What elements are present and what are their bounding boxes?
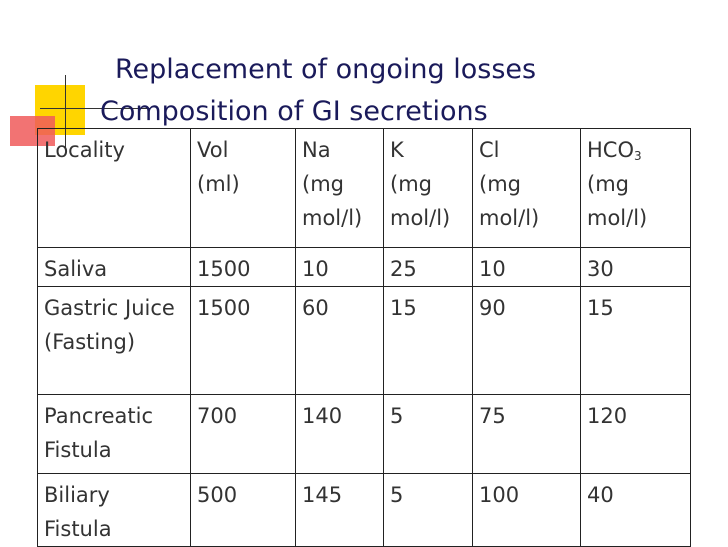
value-cell: 10	[295, 247, 384, 287]
table-row: Pancreatic Fistula 700 140 5 75 120	[37, 394, 691, 474]
value-cell: 100	[472, 473, 581, 547]
header-cell: Vol (ml)	[190, 128, 296, 248]
header-name: Cl	[479, 138, 500, 162]
value-cell: 60	[295, 286, 384, 395]
header-cell: Cl (mg mol/l)	[472, 128, 581, 248]
value-cell: 25	[383, 247, 473, 287]
table-row: Biliary Fistula 500 145 5 100 40	[37, 473, 691, 547]
value-cell: 500	[190, 473, 296, 547]
locality-cell: Biliary Fistula	[37, 473, 191, 547]
value-cell: 75	[472, 394, 581, 474]
table-row: Saliva 1500 10 25 10 30	[37, 247, 691, 287]
title-line: Composition of GI secretions	[100, 96, 488, 127]
locality-cell: Saliva	[37, 247, 191, 287]
vertical-rule	[65, 75, 66, 150]
header-unit: (mg mol/l)	[390, 172, 451, 230]
header-name: Vol	[197, 138, 229, 162]
value-cell: 30	[580, 247, 691, 287]
secretion-table: Locality Vol (ml) Na (mg mol/l) K (mg mol/l) Cl…	[37, 128, 691, 547]
header-unit: (mg mol/l)	[479, 172, 540, 230]
header-cell: K (mg mol/l)	[383, 128, 473, 248]
value-cell: 5	[383, 473, 473, 547]
header-unit: (ml)	[197, 172, 240, 196]
value-cell: 90	[472, 286, 581, 395]
value-cell: 700	[190, 394, 296, 474]
value-cell: 120	[580, 394, 691, 474]
header-name: K	[390, 138, 404, 162]
value-cell: 1500	[190, 286, 296, 395]
value-cell: 15	[383, 286, 473, 395]
locality-cell: Gastric Juice (Fasting)	[37, 286, 191, 395]
header-cell: Locality	[37, 128, 191, 248]
header-name: HCO	[587, 138, 634, 162]
horizontal-rule	[40, 108, 150, 109]
header-subscript: 3	[633, 149, 642, 163]
title-line: Replacement of ongoing losses	[115, 54, 537, 85]
table-row: Gastric Juice (Fasting) 1500 60 15 90 15	[37, 286, 691, 395]
header-unit: (mg mol/l)	[587, 172, 648, 230]
value-cell: 5	[383, 394, 473, 474]
header-cell: Na (mg mol/l)	[295, 128, 384, 248]
value-cell: 145	[295, 473, 384, 547]
value-cell: 15	[580, 286, 691, 395]
header-cell: HCO3 (mg mol/l)	[580, 128, 691, 248]
header-name: Locality	[44, 138, 125, 162]
header-unit: (mg mol/l)	[302, 172, 363, 230]
value-cell: 10	[472, 247, 581, 287]
value-cell: 1500	[190, 247, 296, 287]
value-cell: 140	[295, 394, 384, 474]
header-name: Na	[302, 138, 331, 162]
locality-cell: Pancreatic Fistula	[37, 394, 191, 474]
header-row: Locality Vol (ml) Na (mg mol/l) K (mg mol/l) Cl…	[37, 128, 691, 248]
value-cell: 40	[580, 473, 691, 547]
